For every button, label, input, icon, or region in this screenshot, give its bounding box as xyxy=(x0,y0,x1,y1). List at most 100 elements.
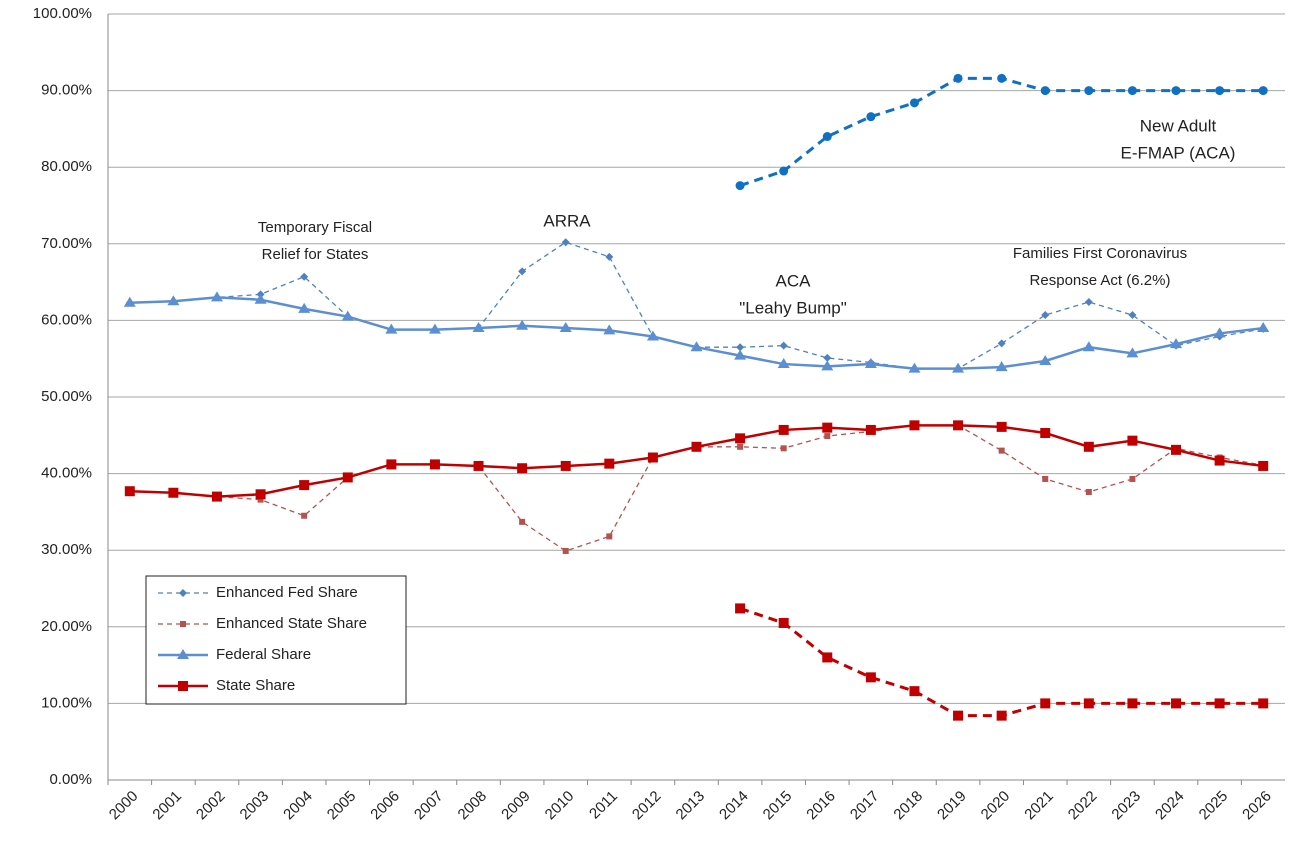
data-point xyxy=(1215,86,1225,96)
data-point xyxy=(737,443,744,450)
data-point xyxy=(1171,86,1181,96)
data-point xyxy=(1084,86,1094,96)
legend-label: Enhanced State Share xyxy=(216,615,367,632)
data-point xyxy=(1083,698,1094,709)
data-point xyxy=(1040,428,1051,439)
x-tick-label: 2008 xyxy=(455,788,491,824)
data-point xyxy=(516,319,529,330)
x-tick-label: 2025 xyxy=(1196,788,1232,824)
y-tick-label: 40.00% xyxy=(41,465,92,482)
data-point xyxy=(953,73,963,83)
annotation: New Adult xyxy=(1140,116,1217,135)
data-point xyxy=(429,459,440,470)
data-point xyxy=(562,547,569,554)
data-point xyxy=(1171,698,1182,709)
x-tick-label: 2012 xyxy=(629,788,665,824)
data-point xyxy=(780,445,787,452)
data-point xyxy=(1213,327,1226,338)
x-tick-label: 2023 xyxy=(1108,788,1144,824)
legend-marker xyxy=(177,649,189,659)
data-point xyxy=(1128,311,1137,320)
annotation: "Leahy Bump" xyxy=(739,298,847,317)
x-tick-label: 2021 xyxy=(1021,788,1057,824)
data-point xyxy=(255,489,266,500)
x-tick-label: 2001 xyxy=(149,788,185,824)
data-point xyxy=(604,458,615,469)
annotation: ACA xyxy=(776,271,812,290)
data-point xyxy=(779,341,788,350)
data-point xyxy=(1126,347,1139,358)
data-point xyxy=(301,512,308,519)
data-point xyxy=(1084,298,1093,307)
x-tick-label: 2022 xyxy=(1065,788,1101,824)
data-point xyxy=(734,349,747,360)
data-point xyxy=(866,112,876,122)
y-tick-label: 60.00% xyxy=(41,311,92,328)
data-point xyxy=(1129,475,1136,482)
y-tick-label: 80.00% xyxy=(41,158,92,175)
data-point xyxy=(1214,698,1225,709)
data-point xyxy=(299,480,310,491)
data-point xyxy=(123,296,136,307)
data-point xyxy=(342,472,353,483)
legend-label: Federal Share xyxy=(216,646,311,663)
x-tick-label: 2024 xyxy=(1152,788,1188,824)
data-point xyxy=(559,322,572,333)
data-point xyxy=(211,491,222,502)
data-point xyxy=(736,343,745,352)
x-tick-label: 2003 xyxy=(237,788,273,824)
legend-label: Enhanced Fed Share xyxy=(216,584,358,601)
data-point xyxy=(1042,475,1049,482)
data-point xyxy=(1258,86,1268,96)
y-tick-label: 20.00% xyxy=(41,618,92,635)
x-tick-label: 2020 xyxy=(978,788,1014,824)
annotation: Response Act (6.2%) xyxy=(1030,272,1171,289)
data-point xyxy=(472,322,485,333)
y-tick-label: 70.00% xyxy=(41,235,92,252)
annotation: Temporary Fiscal xyxy=(258,219,372,236)
data-point xyxy=(254,293,267,304)
data-point xyxy=(735,433,746,444)
data-point xyxy=(1085,488,1092,495)
data-point xyxy=(1258,698,1269,709)
y-tick-label: 30.00% xyxy=(41,541,92,558)
data-point xyxy=(822,422,833,433)
series-line xyxy=(129,296,1264,370)
data-point xyxy=(1041,311,1050,320)
data-point xyxy=(778,424,789,435)
annotation: ARRA xyxy=(543,211,591,230)
data-point xyxy=(1083,441,1094,452)
data-point xyxy=(865,424,876,435)
data-point xyxy=(1258,460,1269,471)
data-point xyxy=(517,463,528,474)
data-point xyxy=(428,323,441,334)
x-tick-label: 2004 xyxy=(280,788,316,824)
data-point xyxy=(691,441,702,452)
data-point xyxy=(561,238,570,247)
legend-box xyxy=(145,575,407,705)
annotation: Relief for States xyxy=(262,246,369,263)
data-point xyxy=(1039,354,1052,365)
legend-label: State Share xyxy=(216,677,295,694)
data-point xyxy=(822,132,832,142)
data-point xyxy=(605,252,614,261)
data-point xyxy=(909,420,920,431)
data-point xyxy=(606,533,613,540)
data-point xyxy=(997,73,1007,83)
data-point xyxy=(385,323,398,334)
data-point xyxy=(124,486,135,497)
data-point xyxy=(167,295,180,306)
legend-marker xyxy=(178,681,188,691)
data-point xyxy=(1257,322,1270,333)
data-point xyxy=(824,433,831,440)
x-tick-label: 2026 xyxy=(1239,788,1275,824)
data-point xyxy=(690,341,703,352)
data-point xyxy=(1127,698,1138,709)
data-point xyxy=(953,420,964,431)
data-point xyxy=(996,710,1007,721)
data-point xyxy=(909,98,919,108)
data-point xyxy=(822,652,833,663)
x-tick-label: 2017 xyxy=(847,788,883,824)
x-tick-label: 2007 xyxy=(411,788,447,824)
